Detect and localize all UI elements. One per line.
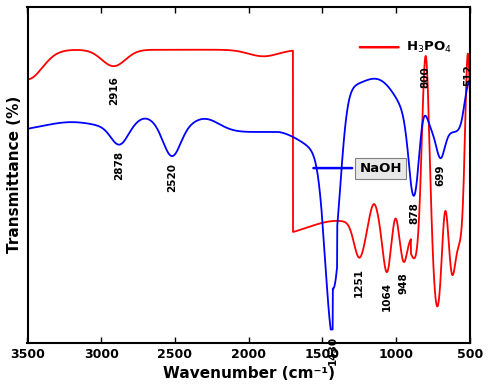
Text: 948: 948 [399,272,409,294]
X-axis label: Wavenumber (cm⁻¹): Wavenumber (cm⁻¹) [163,366,335,381]
Text: 1064: 1064 [382,282,392,311]
Text: 878: 878 [409,202,419,224]
Text: 1430: 1430 [328,336,338,365]
Text: 2520: 2520 [167,163,177,192]
Text: 512: 512 [463,64,473,86]
Text: 2878: 2878 [114,151,124,180]
Text: 699: 699 [436,165,445,186]
Text: 2916: 2916 [109,76,119,105]
Y-axis label: Transmittance (%): Transmittance (%) [7,96,22,253]
Text: NaOH: NaOH [359,161,402,175]
Text: H$_3$PO$_4$: H$_3$PO$_4$ [406,40,452,55]
Text: 1251: 1251 [354,268,364,296]
Text: 800: 800 [421,66,431,88]
